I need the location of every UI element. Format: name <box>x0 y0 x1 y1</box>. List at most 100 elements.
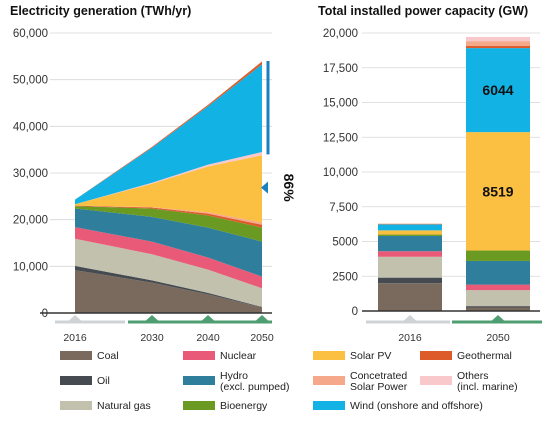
x-tick-label: 2030 <box>140 332 164 344</box>
bar-2050-oil <box>466 306 530 308</box>
y-tick-label: 20,000 <box>13 215 48 227</box>
legend-swatch <box>313 376 345 385</box>
area-geothermal <box>75 205 262 228</box>
legend-item-oil: Oil <box>60 375 110 387</box>
legend-label: (excl. pumped) <box>220 381 289 393</box>
y-tick-label: 7,500 <box>329 202 358 214</box>
legend-label: Coal <box>97 350 119 362</box>
area-hydro-excl-pumped <box>75 208 262 277</box>
area-coal <box>75 270 262 313</box>
legend-item-wind-onshore-and-offshore: Wind (onshore and offshore) <box>313 400 483 412</box>
bar-2050-coal <box>466 307 530 311</box>
legend-swatch <box>313 351 345 360</box>
y-tick-label: 50,000 <box>13 75 48 87</box>
bar-2050-wind-onshore-and-offshore <box>466 48 530 133</box>
bar-2050-others-incl-marine <box>466 36 530 42</box>
bar-2016-natural-gas <box>378 256 442 278</box>
timeline-projection-segment <box>452 320 542 324</box>
bar-2050-solar-pv <box>466 132 530 251</box>
timeline-projection-segment <box>128 320 272 324</box>
legend-swatch <box>183 376 215 385</box>
legend-swatch <box>183 401 215 410</box>
legend-swatch <box>60 351 92 360</box>
area-wind-onshore-and-offshore <box>75 64 262 205</box>
legend-label: Natural gas <box>97 400 151 412</box>
bar-2016-coal <box>378 283 442 311</box>
bar-2050-concetrated-solar-power <box>466 41 530 47</box>
y-tick-label: 12,500 <box>323 132 358 144</box>
data-label-wind-onshore-and-offshore: 6044 <box>482 82 513 98</box>
legend-label: Geothermal <box>457 350 512 362</box>
y-tick-label: 17,500 <box>323 63 358 75</box>
area-solar-pv <box>75 155 262 223</box>
legend-label: Solar Power <box>350 381 408 393</box>
bar-2050-geothermal <box>466 46 530 49</box>
legend-item-nuclear: Nuclear <box>183 350 257 362</box>
annotation-pointer <box>261 181 268 194</box>
timeline-marker <box>69 315 81 321</box>
legend-item-coal: Coal <box>60 350 119 362</box>
timeline-marker <box>492 315 504 321</box>
legend-label: Concetrated <box>350 370 407 382</box>
bar-2016-solar-pv <box>378 230 442 235</box>
bar-2050-bioenergy <box>466 250 530 261</box>
y-tick-label: 10,000 <box>323 167 358 179</box>
y-tick-label: 15,000 <box>323 98 358 110</box>
x-tick-label: 2050 <box>250 332 274 344</box>
y-tick-label: 40,000 <box>13 121 48 133</box>
y-tick-label: 0 <box>352 306 358 318</box>
x-tick-label: 2050 <box>486 332 510 344</box>
legend-label: (incl. marine) <box>457 381 518 393</box>
bar-2050-hydro-excl-pumped <box>466 260 530 285</box>
y-tick-label: 10,000 <box>13 261 48 273</box>
bar-2050-nuclear <box>466 284 530 291</box>
x-tick-label: 2016 <box>63 332 87 344</box>
legend-item-solar-pv: Solar PV <box>313 350 391 362</box>
legend-label: Oil <box>97 375 110 387</box>
electricity-generation-chart: 0 10,000 20,000 30,000 40,000 50,000 60,000 201… <box>13 28 297 344</box>
timeline-2016-segment <box>55 320 125 324</box>
area-oil <box>75 265 262 308</box>
installed-capacity-chart: 0 2500 5000 7,500 10,000 12,500 15,000 17,500 20… <box>323 28 542 344</box>
area-others-incl-marine <box>75 152 262 205</box>
y-tick-label: 30,000 <box>13 168 48 180</box>
bar-2016-bioenergy <box>378 234 442 236</box>
legend-swatch <box>60 376 92 385</box>
bar-2050-natural-gas <box>466 290 530 307</box>
legend-item-hydro: Hydro(excl. pumped) <box>183 370 289 393</box>
legend-swatch <box>420 351 452 360</box>
y-tick-label: 0 <box>42 308 48 320</box>
legend-swatch <box>420 376 452 385</box>
right-chart-title: Total installed power capacity (GW) <box>318 4 528 18</box>
bar-2016-oil <box>378 277 442 284</box>
legend-item-geothermal: Geothermal <box>420 350 512 362</box>
x-tick-label: 2016 <box>398 332 422 344</box>
legend: Coal Oil Natural gas Nuclear Hydro(excl. pum… <box>60 350 518 412</box>
bar-2016-nuclear <box>378 251 442 257</box>
bar-2016-hydro-excl-pumped <box>378 235 442 252</box>
area-bioenergy <box>75 206 262 242</box>
bar-2016-wind-onshore-and-offshore <box>378 224 442 231</box>
legend-label: Wind (onshore and offshore) <box>350 400 483 412</box>
legend-label: Nuclear <box>220 350 257 362</box>
legend-swatch <box>60 401 92 410</box>
y-tick-label: 5000 <box>332 237 358 249</box>
x-tick-label: 2040 <box>196 332 220 344</box>
y-tick-label: 60,000 <box>13 28 48 40</box>
timeline-marker <box>404 315 416 321</box>
timeline-marker <box>256 315 268 321</box>
legend-label: Others <box>457 370 489 382</box>
legend-label: Hydro <box>220 370 248 382</box>
area-natural-gas <box>75 238 262 307</box>
annotation-label: 86% <box>281 174 297 203</box>
legend-label: Bioenergy <box>220 400 268 412</box>
y-tick-label: 20,000 <box>323 28 358 40</box>
legend-label: Solar PV <box>350 350 391 362</box>
legend-item-bioenergy: Bioenergy <box>183 400 268 412</box>
timeline-2016-segment <box>366 320 450 324</box>
y-tick-label: 2500 <box>332 271 358 283</box>
timeline-marker <box>202 315 214 321</box>
legend-item-natural-gas: Natural gas <box>60 400 151 412</box>
data-label-solar-pv: 8519 <box>482 183 513 199</box>
